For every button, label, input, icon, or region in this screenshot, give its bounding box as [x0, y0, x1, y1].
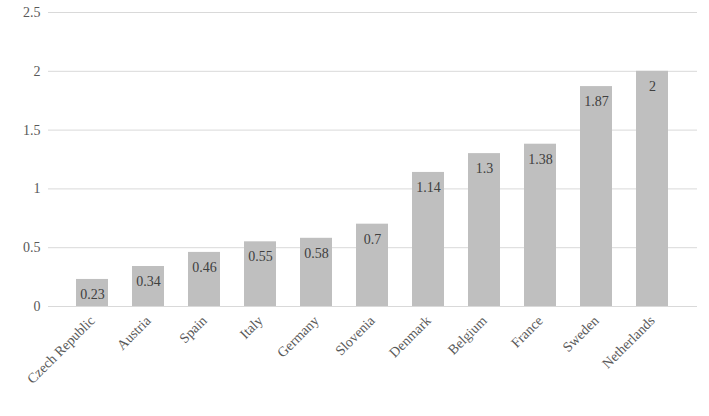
svg-text:Italy: Italy [237, 313, 266, 342]
svg-text:Czech Republic: Czech Republic [24, 313, 98, 387]
svg-text:2: 2 [649, 79, 656, 94]
svg-text:0.58: 0.58 [304, 246, 329, 261]
svg-text:Sweden: Sweden [560, 313, 602, 355]
svg-text:Denmark: Denmark [386, 313, 433, 360]
svg-text:1.14: 1.14 [416, 180, 441, 195]
svg-text:0.46: 0.46 [192, 260, 217, 275]
svg-text:0.7: 0.7 [364, 232, 382, 247]
svg-text:Belgium: Belgium [445, 313, 490, 358]
svg-text:2: 2 [34, 64, 41, 79]
svg-text:1: 1 [34, 181, 41, 196]
svg-text:1.3: 1.3 [476, 161, 494, 176]
svg-text:1.5: 1.5 [23, 123, 41, 138]
svg-text:0.5: 0.5 [23, 240, 41, 255]
svg-text:0.23: 0.23 [80, 287, 105, 302]
svg-text:2.5: 2.5 [23, 5, 41, 20]
svg-text:Germany: Germany [274, 313, 321, 360]
svg-text:France: France [508, 313, 546, 351]
svg-text:Netherlands: Netherlands [599, 313, 657, 371]
svg-text:0: 0 [34, 299, 41, 314]
svg-text:Austria: Austria [114, 312, 154, 352]
svg-text:1.87: 1.87 [584, 94, 609, 109]
svg-text:Slovenia: Slovenia [333, 312, 379, 358]
svg-text:0.34: 0.34 [136, 274, 161, 289]
svg-text:1.38: 1.38 [528, 152, 553, 167]
svg-text:0.55: 0.55 [248, 249, 273, 264]
svg-text:Spain: Spain [177, 313, 210, 346]
